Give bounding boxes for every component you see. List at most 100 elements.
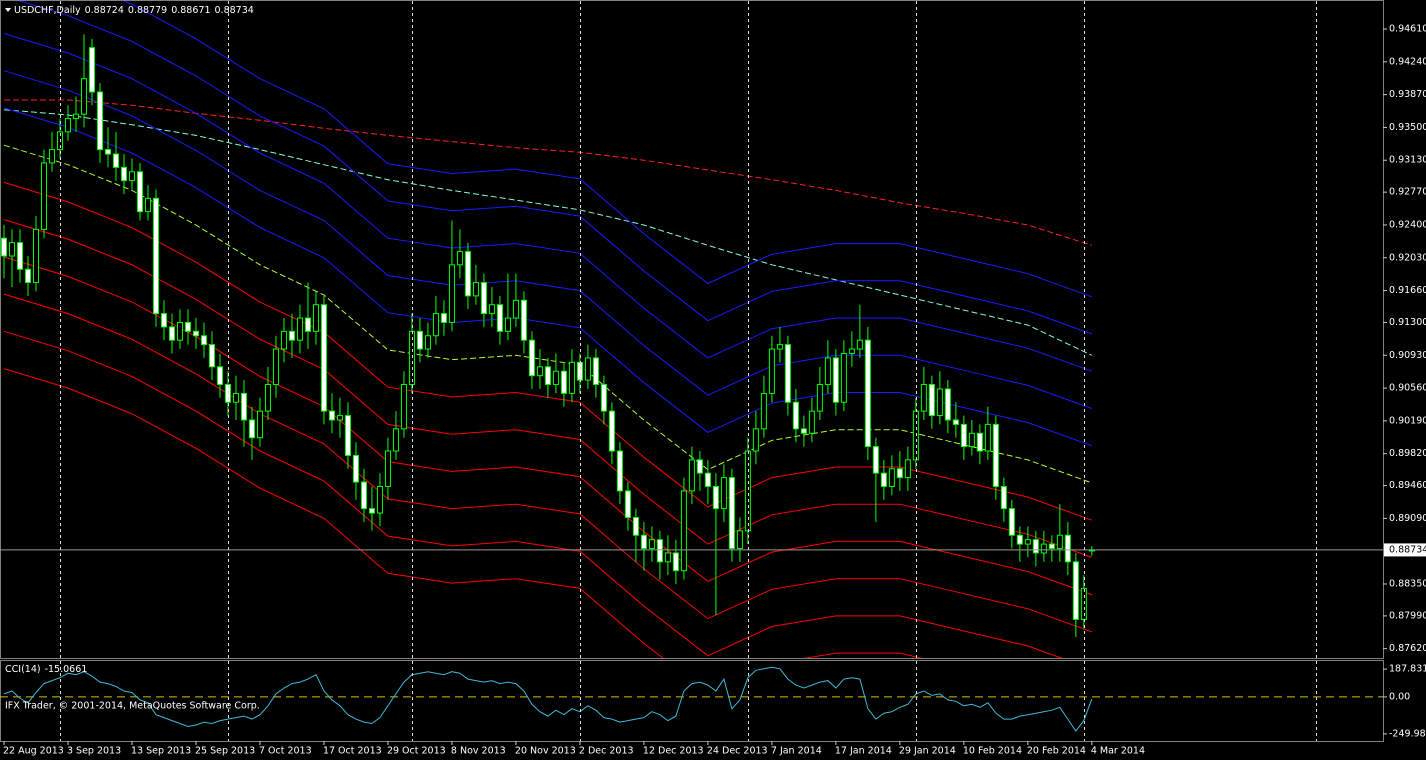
- candle-body: [56, 131, 63, 151]
- candle-body: [208, 344, 215, 368]
- candle-body: [736, 530, 743, 550]
- y-tick-label: 0.90190: [1389, 415, 1426, 426]
- candle-body: [232, 392, 239, 403]
- candle-body: [544, 366, 551, 386]
- candle-body: [88, 47, 95, 93]
- y-tick-label: 187.8319: [1389, 664, 1426, 675]
- price-tag: [1384, 543, 1426, 557]
- x-tick-label: 13 Sep 2013: [131, 746, 191, 757]
- candle-body: [1064, 534, 1071, 563]
- candle-body: [512, 299, 519, 319]
- candle-body: [296, 317, 303, 341]
- close-value: 0.88734: [215, 5, 254, 16]
- candle-body: [552, 370, 559, 386]
- candle-body: [536, 366, 543, 377]
- indicator-line: [3, 107, 1092, 447]
- y-tick-label: 0.92770: [1389, 187, 1426, 198]
- candle-body: [816, 384, 823, 412]
- indicator-line: [3, 219, 1092, 558]
- y-tick-label: -249.984: [1389, 728, 1426, 739]
- header-text: USDCHF,Daily 0.88724 0.88779 0.88671 0.88734: [14, 5, 254, 16]
- candle-body: [640, 534, 647, 550]
- indicator-line: [4, 99, 1092, 246]
- candle-body: [920, 384, 927, 412]
- indicator-line: [3, 293, 1092, 633]
- candle-body: [288, 330, 295, 341]
- candle-body: [848, 348, 855, 354]
- candle-body: [240, 392, 247, 421]
- candle-body: [464, 251, 471, 297]
- candle-body: [1080, 587, 1087, 620]
- candle-body: [656, 539, 663, 563]
- candle-body: [248, 419, 255, 439]
- candle-body: [1056, 534, 1063, 550]
- candle-body: [744, 450, 751, 532]
- y-tick-label: 0.89460: [1389, 480, 1426, 491]
- candle-body: [504, 317, 511, 332]
- candle-body: [272, 348, 279, 386]
- y-tick-label: 0.89820: [1389, 448, 1426, 459]
- candle-body: [440, 313, 447, 323]
- candle-body: [776, 344, 783, 350]
- candle-body: [1072, 561, 1079, 620]
- candle-body: [8, 242, 15, 257]
- candle-body: [768, 348, 775, 394]
- candle-body: [120, 166, 127, 182]
- candle-body: [200, 335, 207, 346]
- menu-triangle: [5, 8, 11, 12]
- y-tick-label: 0.91300: [1389, 317, 1426, 328]
- x-tick-label: 29 Jan 2014: [899, 746, 956, 757]
- y-tick-label: 0.92030: [1389, 252, 1426, 263]
- candle-body: [192, 330, 199, 337]
- candle-body: [400, 384, 407, 430]
- indicator-line: [3, 144, 1092, 484]
- candle-body: [320, 304, 327, 412]
- candle-body: [352, 454, 359, 483]
- candle-body: [792, 401, 799, 430]
- candle-body: [408, 330, 415, 386]
- candle-body: [328, 410, 335, 421]
- candle-body: [560, 370, 567, 394]
- candle-body: [128, 171, 135, 182]
- candle-body: [688, 459, 695, 492]
- candle-body: [712, 485, 719, 510]
- y-tick-label: 0.94240: [1389, 56, 1426, 67]
- candle-body: [480, 282, 487, 315]
- candle-body: [144, 197, 151, 213]
- candle-body: [104, 149, 111, 155]
- x-tick-label: 22 Aug 2013: [3, 746, 64, 757]
- candle-body: [176, 321, 183, 341]
- y-tick-label: 0.90560: [1389, 383, 1426, 394]
- cci-header: CCI(14) -15.0661: [5, 664, 87, 675]
- candle-body: [584, 357, 591, 381]
- y-tick-label: 0.92400: [1389, 219, 1426, 230]
- indicator-line: [3, 109, 1093, 356]
- candle-body: [1016, 534, 1023, 545]
- open-value: 0.88724: [85, 5, 124, 16]
- candle-body: [696, 459, 703, 474]
- cci-plot: [0, 666, 1383, 732]
- candle-body: [368, 508, 375, 514]
- candle-body: [840, 352, 847, 403]
- y-tick-label: 0.87620: [1389, 643, 1426, 654]
- candle-body: [32, 228, 39, 284]
- candle-body: [160, 313, 167, 328]
- candle-body: [224, 384, 231, 403]
- x-tick-label: 8 Nov 2013: [451, 746, 506, 757]
- main-plot: [0, 1, 1383, 658]
- indicator-line: [3, 70, 1092, 409]
- candle-body: [856, 339, 863, 350]
- x-tick-label: 2 Dec 2013: [579, 746, 634, 757]
- symbol: USDCHF,Daily: [14, 5, 81, 16]
- candle-body: [1040, 543, 1047, 554]
- candle-body: [760, 392, 767, 430]
- candle-body: [592, 357, 599, 386]
- candle-body: [496, 304, 503, 332]
- candle-body: [952, 419, 959, 425]
- x-tick-label: 25 Sep 2013: [195, 746, 255, 757]
- indicator-line: [122, 1, 1092, 298]
- header: USDCHF,Daily 0.88724 0.88779 0.88671 0.88734…: [5, 5, 260, 712]
- candle-body: [168, 326, 175, 341]
- candle-body: [520, 299, 527, 341]
- y-tick-label: 0.94610: [1389, 24, 1426, 35]
